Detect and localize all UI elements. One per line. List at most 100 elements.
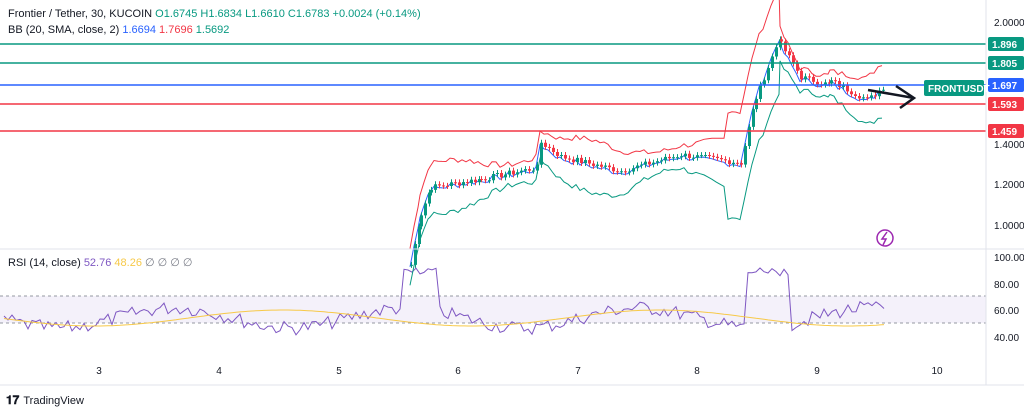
horizontal-levels[interactable]: 1.896 1.805 1.697 1.593 1.459 bbox=[0, 37, 1024, 138]
candle-body bbox=[828, 82, 831, 84]
candle-body bbox=[870, 95, 873, 98]
chart-header: Frontier / Tether, 30, KUCOIN O1.6745 H1… bbox=[8, 6, 421, 38]
candle-body bbox=[688, 153, 691, 158]
time-tick-label: 7 bbox=[575, 366, 581, 377]
candle-body bbox=[664, 156, 667, 161]
candle-body bbox=[728, 160, 731, 165]
candle-body bbox=[716, 156, 719, 159]
candle-body bbox=[608, 165, 611, 168]
rsi-tick-label: 80.00 bbox=[994, 280, 1019, 291]
time-tick-label: 3 bbox=[96, 366, 102, 377]
rsi-band-fill bbox=[0, 296, 986, 323]
rsi-ma-value: 48.26 bbox=[114, 257, 142, 269]
candle-body bbox=[808, 76, 811, 78]
tradingview-logo-icon[interactable]: 𝟏𝟕 bbox=[6, 393, 20, 407]
candle-body bbox=[596, 164, 599, 166]
candle-body bbox=[816, 81, 819, 85]
symbol-title[interactable]: Frontier / Tether, 30, KUCOIN bbox=[8, 8, 153, 20]
brand-name: TradingView bbox=[23, 394, 84, 407]
candle-body bbox=[496, 172, 499, 174]
candle-body bbox=[824, 82, 827, 85]
candle-body bbox=[676, 157, 679, 159]
candle-body bbox=[552, 147, 555, 153]
candle-body bbox=[842, 85, 845, 87]
candle-body bbox=[516, 172, 519, 175]
candle-body bbox=[780, 39, 783, 42]
candle-body bbox=[767, 68, 770, 81]
candle-body bbox=[480, 179, 483, 181]
candle-body bbox=[576, 157, 579, 163]
candle-body bbox=[508, 170, 511, 175]
candle-body bbox=[644, 161, 647, 165]
rsi-ma-line bbox=[3, 309, 885, 327]
rsi-legend: RSI (14, close) 52.76 48.26 ∅ ∅ ∅ ∅ bbox=[8, 256, 193, 269]
open-value: O1.6745 bbox=[155, 8, 198, 20]
candle-body bbox=[462, 182, 465, 186]
candle-body bbox=[736, 162, 739, 164]
time-tick-label: 10 bbox=[931, 366, 943, 377]
candle-body bbox=[784, 41, 787, 52]
candle-body bbox=[572, 159, 575, 163]
bollinger-bands bbox=[409, 0, 883, 286]
ticker-tag-label: FRONTUSDT bbox=[928, 84, 990, 95]
bb-lower-value: 1.5692 bbox=[195, 24, 230, 36]
symbol-info-row: Frontier / Tether, 30, KUCOIN O1.6745 H1… bbox=[8, 6, 421, 22]
candle-body bbox=[700, 155, 703, 157]
level-tag-label: 1.805 bbox=[992, 59, 1017, 70]
candle-body bbox=[804, 76, 807, 80]
footer: 𝟏𝟕 TradingView bbox=[6, 393, 84, 408]
candle-body bbox=[704, 155, 707, 157]
rsi-label-text[interactable]: RSI (14, close) bbox=[8, 257, 81, 269]
candle-body bbox=[862, 97, 865, 99]
candle-body bbox=[652, 162, 655, 165]
candle-body bbox=[418, 226, 421, 245]
time-tick-label: 6 bbox=[455, 366, 461, 377]
candle-body bbox=[752, 109, 755, 127]
time-tick-label: 4 bbox=[216, 366, 222, 377]
candle-body bbox=[732, 162, 735, 165]
candle-body bbox=[636, 165, 639, 169]
candle-body bbox=[544, 142, 547, 147]
candle-body bbox=[759, 84, 762, 99]
candle-body bbox=[410, 264, 413, 266]
candle-body bbox=[414, 244, 417, 265]
level-tag-label: 1.896 bbox=[992, 40, 1017, 51]
candle-body bbox=[680, 156, 683, 158]
rsi-pane bbox=[0, 267, 986, 336]
candle-body bbox=[520, 170, 523, 173]
candle-body bbox=[628, 171, 631, 173]
candle-body bbox=[600, 164, 603, 167]
candle-body bbox=[528, 169, 531, 171]
candle-body bbox=[696, 155, 699, 158]
candle-body bbox=[866, 97, 869, 99]
candle-body bbox=[556, 152, 559, 156]
candle-body bbox=[792, 55, 795, 64]
bb-upper-value: 1.7696 bbox=[159, 24, 193, 36]
candle-body bbox=[592, 163, 595, 166]
candle-body bbox=[488, 180, 491, 182]
candle-body bbox=[788, 51, 791, 56]
rsi-tick-label: 40.00 bbox=[994, 333, 1019, 344]
candle-body bbox=[830, 80, 833, 84]
candle-body bbox=[800, 70, 803, 80]
level-tag bbox=[988, 37, 1024, 51]
bb-label[interactable]: BB (20, SMA, close, 2) bbox=[8, 24, 120, 36]
time-tick-label: 5 bbox=[336, 366, 342, 377]
bb-basis-line bbox=[409, 40, 883, 267]
candle-body bbox=[838, 80, 841, 87]
candle-body bbox=[454, 182, 457, 184]
candle-body bbox=[430, 189, 433, 193]
candle-body bbox=[584, 160, 587, 164]
candle-body bbox=[438, 184, 441, 186]
candle-body bbox=[470, 179, 473, 184]
rsi-value: 52.76 bbox=[83, 257, 112, 269]
candle-body bbox=[458, 182, 461, 186]
lightning-icon bbox=[876, 229, 894, 247]
level-tag-label: 1.459 bbox=[992, 127, 1017, 138]
candle-body bbox=[724, 159, 727, 161]
candle-body bbox=[834, 80, 837, 82]
close-value: C1.6783 bbox=[287, 8, 330, 20]
bb-upper-line bbox=[409, 0, 883, 249]
level-tag bbox=[988, 56, 1024, 70]
